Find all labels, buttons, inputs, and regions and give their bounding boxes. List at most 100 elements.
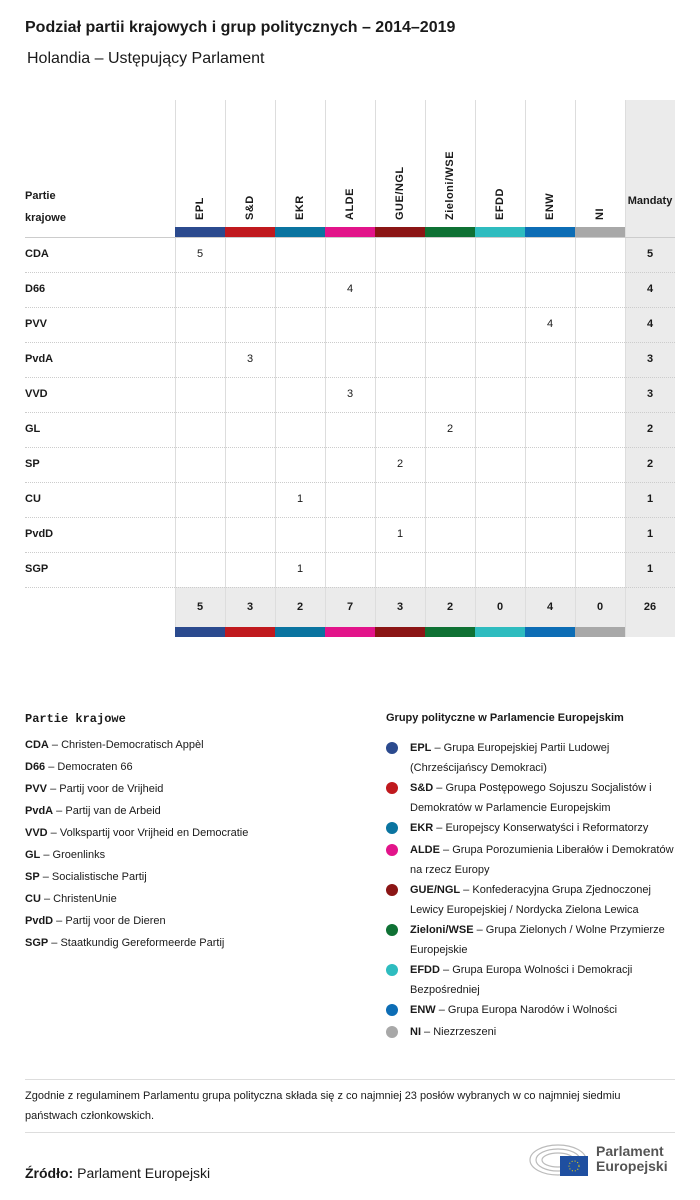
seat-value: 1	[296, 493, 304, 505]
party-legend-item: SGP – Staatkundig Gereformeerde Partij	[25, 932, 248, 954]
seat-value: 1	[396, 528, 404, 540]
source: Źródło: Parlament Europejski	[25, 1165, 210, 1181]
grand-total: 26	[643, 601, 657, 613]
group-color-bar-bottom	[425, 627, 475, 637]
group-legend-item: EPL – Grupa Europejskiej Partii Ludowej …	[410, 738, 680, 778]
seat-value: 2	[396, 458, 404, 470]
group-legend-item: Zieloni/WSE – Grupa Zielonych / Wolne Pr…	[410, 920, 680, 960]
group-color-dot	[386, 924, 398, 936]
dash: –	[39, 871, 52, 883]
group-header: NI	[594, 208, 606, 220]
group-total: 3	[246, 601, 254, 613]
dash: –	[48, 739, 62, 751]
party-name: Partij van de Arbeid	[65, 805, 161, 817]
group-color-bar	[325, 227, 375, 237]
row-total: 3	[646, 388, 654, 400]
column-divider	[375, 100, 376, 637]
group-color-bar	[225, 227, 275, 237]
dash: –	[48, 937, 61, 949]
column-divider	[425, 100, 426, 637]
column-divider	[275, 100, 276, 637]
group-header: ENW	[544, 192, 556, 220]
row-total: 1	[646, 528, 654, 540]
source-label: Źródło:	[25, 1165, 74, 1181]
dash: –	[439, 844, 453, 856]
party-name: Democraten 66	[57, 761, 133, 773]
group-color-dot	[386, 964, 398, 976]
dash: –	[40, 849, 53, 861]
total-column-bg	[625, 100, 675, 637]
party-legend-item: PvdA – Partij van de Arbeid	[25, 800, 248, 822]
group-abbr: GUE/NGL	[410, 884, 461, 896]
column-divider	[525, 100, 526, 637]
group-abbr: EFDD	[410, 964, 440, 976]
group-color-bar	[425, 227, 475, 237]
group-abbr: ALDE	[410, 844, 440, 856]
logo-line1: Parlament	[596, 1143, 664, 1159]
group-header: ALDE	[344, 188, 356, 220]
group-color-bar-bottom	[275, 627, 325, 637]
seat-value: 4	[546, 318, 554, 330]
group-color-dot	[386, 782, 398, 794]
dash: –	[433, 782, 446, 794]
group-abbr: S&D	[410, 782, 434, 794]
seat-value: 2	[446, 423, 454, 435]
party-abbr: SGP	[25, 937, 49, 949]
row-divider	[25, 307, 675, 308]
group-legend-item: ALDE – Grupa Porozumienia Liberałów i De…	[410, 840, 680, 880]
group-abbr: Zieloni/WSE	[410, 924, 474, 936]
row-total: 2	[646, 458, 654, 470]
party-abbr: SP	[25, 871, 40, 883]
seat-value: 5	[196, 248, 204, 260]
party-legend-item: SP – Socialistische Partij	[25, 866, 248, 888]
group-color-dot	[386, 822, 398, 834]
party-legend-item: GL – Groenlinks	[25, 844, 248, 866]
group-total: 4	[546, 601, 554, 613]
group-header: EPL	[194, 197, 206, 220]
seat-value: 4	[346, 283, 354, 295]
group-color-bar-bottom	[325, 627, 375, 637]
group-color-bar-bottom	[375, 627, 425, 637]
group-total: 7	[346, 601, 354, 613]
group-name: Grupa Zielonych / Wolne Przymierze Europ…	[410, 924, 665, 956]
party-label: PvdD	[25, 528, 54, 540]
group-legend-item: S&D – Grupa Postępowego Sojuszu Socjalis…	[410, 778, 680, 818]
party-legend-item: VVD – Volkspartij voor Vrijheid en Democ…	[25, 822, 248, 844]
party-abbr: VVD	[25, 827, 48, 839]
group-total: 2	[446, 601, 454, 613]
group-total: 2	[296, 601, 304, 613]
group-abbr: EKR	[410, 822, 434, 834]
dash: –	[421, 1026, 434, 1038]
group-color-bar-bottom	[575, 627, 625, 637]
row-divider	[25, 377, 675, 378]
row-header: Partie krajowe	[25, 190, 66, 224]
row-divider	[25, 447, 675, 448]
group-legend-item: EFDD – Grupa Europa Wolności i Demokracj…	[410, 960, 680, 1000]
dash: –	[53, 805, 66, 817]
group-name: Grupa Porozumienia Liberałów i Demokrató…	[410, 844, 674, 876]
group-name: Grupa Europa Narodów i Wolności	[447, 1004, 618, 1016]
group-color-bar	[375, 227, 425, 237]
group-name: Grupa Europa Wolności i Demokracji Bezpo…	[410, 964, 633, 996]
row-divider	[25, 272, 675, 273]
row-total: 3	[646, 353, 654, 365]
row-total: 4	[646, 283, 654, 295]
party-abbr: PvdA	[25, 805, 54, 817]
dash: –	[40, 893, 54, 905]
party-name: Partij voor de Vrijheid	[59, 783, 164, 795]
group-name: Grupa Postępowego Sojuszu Socjalistów i …	[410, 782, 652, 814]
groups-legend-title: Grupy polityczne w Parlamencie Europejsk…	[386, 712, 624, 724]
group-header: GUE/NGL	[394, 166, 406, 220]
column-divider	[575, 100, 576, 637]
group-legend-item: NI – Niezrzeszeni	[410, 1022, 680, 1042]
group-color-dot	[386, 844, 398, 856]
parties-legend-title: Partie krajowe	[25, 712, 126, 726]
dash: –	[431, 742, 444, 754]
party-label: SP	[25, 458, 40, 470]
group-color-bar	[175, 227, 225, 237]
column-divider	[475, 100, 476, 637]
group-header: EKR	[294, 195, 306, 220]
total-header: Mandaty	[627, 195, 673, 207]
party-label: CU	[25, 493, 41, 505]
party-abbr: D66	[25, 761, 46, 773]
